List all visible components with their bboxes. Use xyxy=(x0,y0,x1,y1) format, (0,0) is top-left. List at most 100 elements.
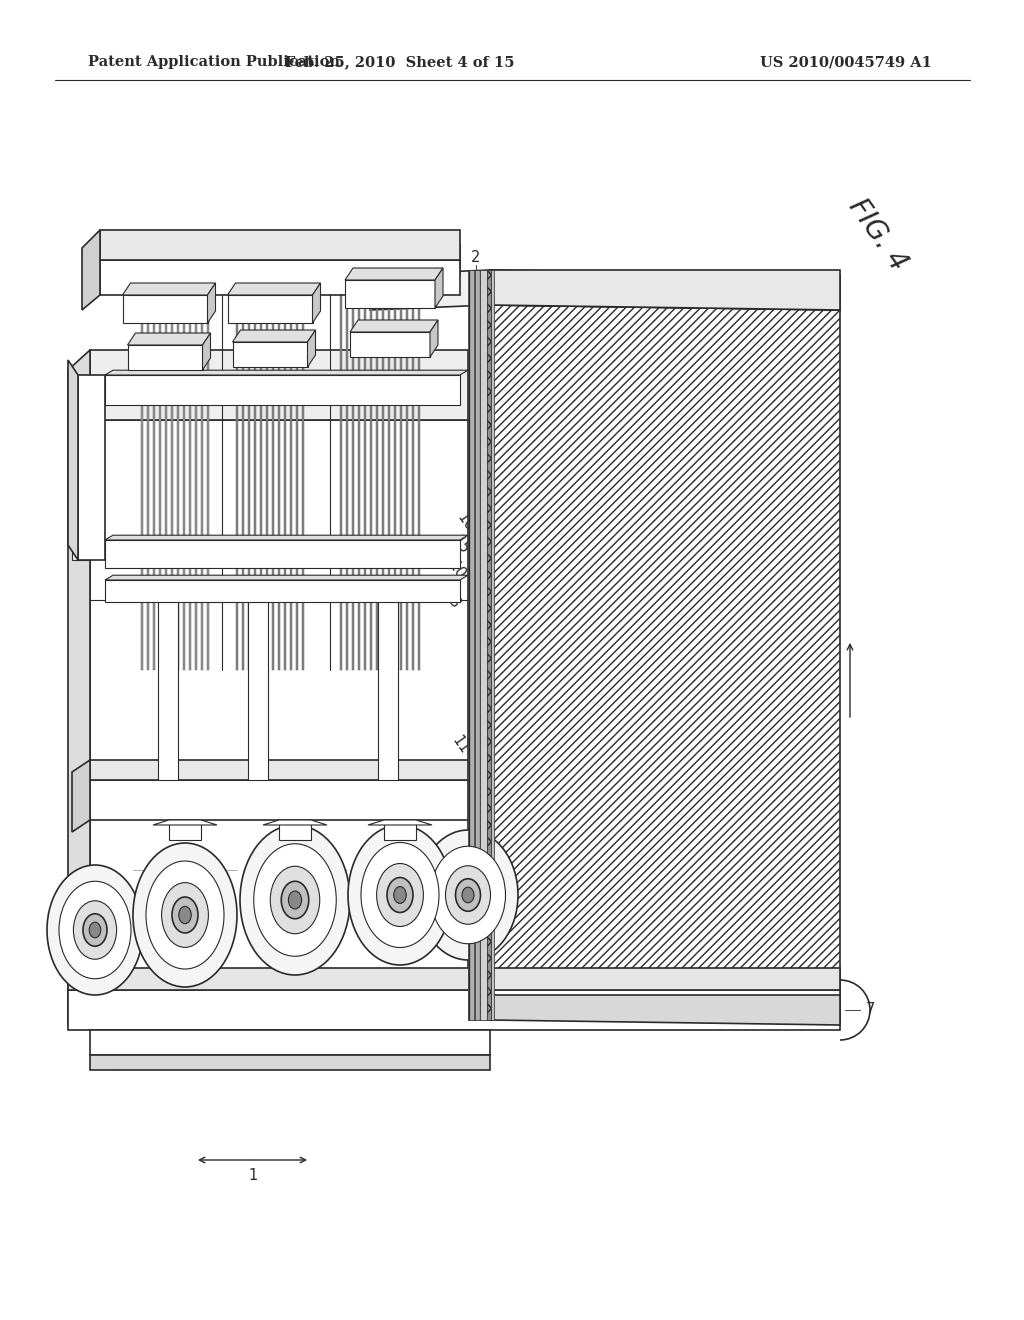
Text: Patent Application Publication: Patent Application Publication xyxy=(88,55,340,69)
Ellipse shape xyxy=(456,879,480,911)
Polygon shape xyxy=(105,535,468,540)
Ellipse shape xyxy=(179,907,191,924)
Polygon shape xyxy=(468,730,490,1020)
Polygon shape xyxy=(207,294,209,671)
Polygon shape xyxy=(388,280,390,671)
Polygon shape xyxy=(263,820,327,825)
Polygon shape xyxy=(68,990,840,1030)
Polygon shape xyxy=(271,294,274,671)
Polygon shape xyxy=(418,280,420,671)
Polygon shape xyxy=(159,294,161,671)
Polygon shape xyxy=(158,601,178,780)
Polygon shape xyxy=(90,760,468,780)
Polygon shape xyxy=(290,294,292,671)
Polygon shape xyxy=(399,280,402,671)
Ellipse shape xyxy=(89,923,100,937)
Polygon shape xyxy=(340,280,342,671)
Polygon shape xyxy=(480,271,487,1020)
Polygon shape xyxy=(208,282,215,323)
Polygon shape xyxy=(177,294,179,671)
Polygon shape xyxy=(364,280,367,671)
Ellipse shape xyxy=(361,842,439,948)
Ellipse shape xyxy=(47,865,143,995)
Polygon shape xyxy=(128,333,211,345)
Ellipse shape xyxy=(133,843,237,987)
Text: US 2010/0045749 A1: US 2010/0045749 A1 xyxy=(760,55,932,69)
Text: 1: 1 xyxy=(249,1167,258,1183)
Polygon shape xyxy=(153,820,217,825)
Polygon shape xyxy=(368,820,432,825)
Polygon shape xyxy=(232,342,307,367)
Ellipse shape xyxy=(462,887,474,903)
Text: 15: 15 xyxy=(449,533,471,557)
Polygon shape xyxy=(468,271,480,1020)
Text: 11: 11 xyxy=(449,733,471,756)
Polygon shape xyxy=(90,780,468,820)
Ellipse shape xyxy=(74,900,117,960)
Polygon shape xyxy=(82,230,100,310)
Text: 9: 9 xyxy=(532,1002,542,1018)
Polygon shape xyxy=(296,294,298,671)
Polygon shape xyxy=(72,430,90,560)
Polygon shape xyxy=(105,576,468,579)
Polygon shape xyxy=(165,294,167,671)
Polygon shape xyxy=(100,260,460,294)
Text: 14: 14 xyxy=(310,246,330,260)
Text: Feb. 25, 2010  Sheet 4 of 15: Feb. 25, 2010 Sheet 4 of 15 xyxy=(286,55,515,69)
Polygon shape xyxy=(278,294,281,671)
Ellipse shape xyxy=(289,891,302,909)
Polygon shape xyxy=(242,294,245,671)
Polygon shape xyxy=(182,294,185,671)
Polygon shape xyxy=(378,601,398,780)
Polygon shape xyxy=(352,280,354,671)
Ellipse shape xyxy=(240,825,350,975)
Text: 2: 2 xyxy=(471,251,480,265)
Polygon shape xyxy=(90,1055,490,1071)
Polygon shape xyxy=(169,820,201,840)
Polygon shape xyxy=(123,294,208,323)
Polygon shape xyxy=(140,294,143,671)
Ellipse shape xyxy=(59,882,131,978)
Polygon shape xyxy=(490,995,840,1026)
Polygon shape xyxy=(72,760,90,832)
Polygon shape xyxy=(394,280,396,671)
Polygon shape xyxy=(232,330,315,342)
Polygon shape xyxy=(412,280,415,671)
Polygon shape xyxy=(227,294,312,323)
Polygon shape xyxy=(357,280,360,671)
Polygon shape xyxy=(406,280,409,671)
Ellipse shape xyxy=(254,843,336,956)
Polygon shape xyxy=(435,268,443,308)
Polygon shape xyxy=(68,360,78,560)
Ellipse shape xyxy=(394,887,407,903)
Polygon shape xyxy=(279,820,311,840)
Ellipse shape xyxy=(270,866,319,933)
Text: 7: 7 xyxy=(865,1002,874,1018)
Polygon shape xyxy=(254,294,256,671)
Ellipse shape xyxy=(348,825,452,965)
Polygon shape xyxy=(203,333,211,370)
Polygon shape xyxy=(195,294,198,671)
Polygon shape xyxy=(153,294,156,671)
Polygon shape xyxy=(68,350,90,1005)
Polygon shape xyxy=(384,820,416,840)
Polygon shape xyxy=(188,294,191,671)
Polygon shape xyxy=(68,968,840,990)
Polygon shape xyxy=(302,294,304,671)
Ellipse shape xyxy=(146,861,224,969)
Polygon shape xyxy=(370,271,840,310)
Polygon shape xyxy=(146,294,150,671)
Polygon shape xyxy=(345,268,443,280)
Ellipse shape xyxy=(172,898,198,933)
Polygon shape xyxy=(345,280,435,308)
Ellipse shape xyxy=(282,882,309,919)
Polygon shape xyxy=(248,601,268,780)
Polygon shape xyxy=(105,375,460,405)
Polygon shape xyxy=(105,540,460,568)
Polygon shape xyxy=(128,345,203,370)
Polygon shape xyxy=(201,294,203,671)
Ellipse shape xyxy=(387,878,413,912)
Polygon shape xyxy=(350,333,430,356)
Polygon shape xyxy=(78,375,105,560)
Polygon shape xyxy=(123,282,215,294)
